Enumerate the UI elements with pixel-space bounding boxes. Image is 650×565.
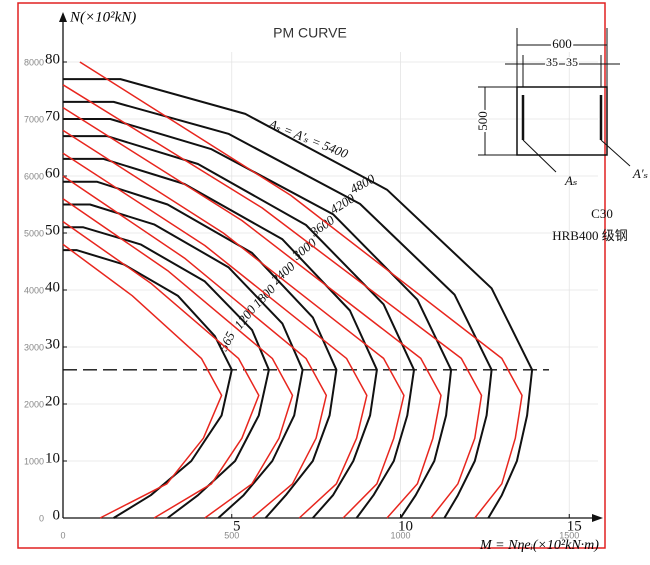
curve [62,198,294,519]
frame [17,2,606,549]
section [516,86,608,156]
curve [62,175,328,519]
y2-tick-label: 8000 [24,57,44,67]
curve [63,226,270,519]
curve-label: 3600 [306,212,337,240]
dim-cover: 35 [546,55,558,69]
curve [62,129,405,519]
dim-width: 600 [552,36,572,51]
curve [63,157,378,519]
curve [62,220,260,519]
y-tick-label: 70 [45,108,60,124]
curve [62,106,442,519]
x2-tick-label: 1500 [559,530,579,540]
leader [522,139,557,173]
curve-label: 4800 [347,171,377,197]
chart-title: PM CURVE [273,25,347,41]
curve [62,243,223,519]
as-label: Aₛ [564,173,577,188]
section-inset: 600 35 35 500 Aₛ A′ₛ C30 HRB400 级钢 [473,28,648,243]
steel-grade: HRB400 级钢 [552,228,627,243]
y-tick-label: 30 [45,336,60,352]
y-tick-label: 20 [45,393,60,409]
curve [63,100,493,519]
x-arrow [592,514,603,522]
curve [63,180,338,519]
x-tick-label: 15 [567,518,582,534]
curve [63,203,304,519]
y2-tick-label: 5000 [24,228,44,238]
x2-tick-label: 0 [60,530,65,540]
leader [600,139,631,167]
y2-tick-label: 3000 [24,342,44,352]
y-arrow [59,12,67,22]
y-tick-label: 0 [53,507,61,523]
y-tick-label: 60 [45,165,60,181]
curve-label: 2400 [268,258,298,287]
curve-label: Aₛ = A′ₛ = 5400 [266,116,351,162]
x2-tick-label: 1000 [390,530,410,540]
y2-tick-label: 1000 [24,456,44,466]
y-tick-label: 80 [45,51,60,67]
y-axis-label: N(×10²kN) [69,9,136,25]
y-tick-label: 50 [45,222,60,238]
x-tick-label: 10 [398,518,413,534]
concrete-grade: C30 [591,206,613,221]
y2-tick-label: 7000 [24,114,44,124]
dim-cover: 35 [566,55,578,69]
x-tick-label: 5 [233,518,241,534]
y-tick-label: 40 [45,279,60,295]
curve [63,118,453,519]
curve [62,84,483,519]
curve [63,135,415,519]
curve [63,78,534,519]
y2-tick-label: 4000 [24,285,44,295]
x2-tick-label: 500 [224,530,239,540]
curve [79,61,523,519]
dim-height: 500 [475,111,490,131]
y2-tick-label: 0 [39,513,44,523]
x-axis-label: M = Nηeᵢ(×10²kN·m) [479,538,599,553]
curve [62,152,368,519]
as-prime-label: A′ₛ [632,166,648,181]
y2-tick-label: 2000 [24,399,44,409]
y2-tick-label: 6000 [24,171,44,181]
y-tick-label: 10 [45,450,60,466]
